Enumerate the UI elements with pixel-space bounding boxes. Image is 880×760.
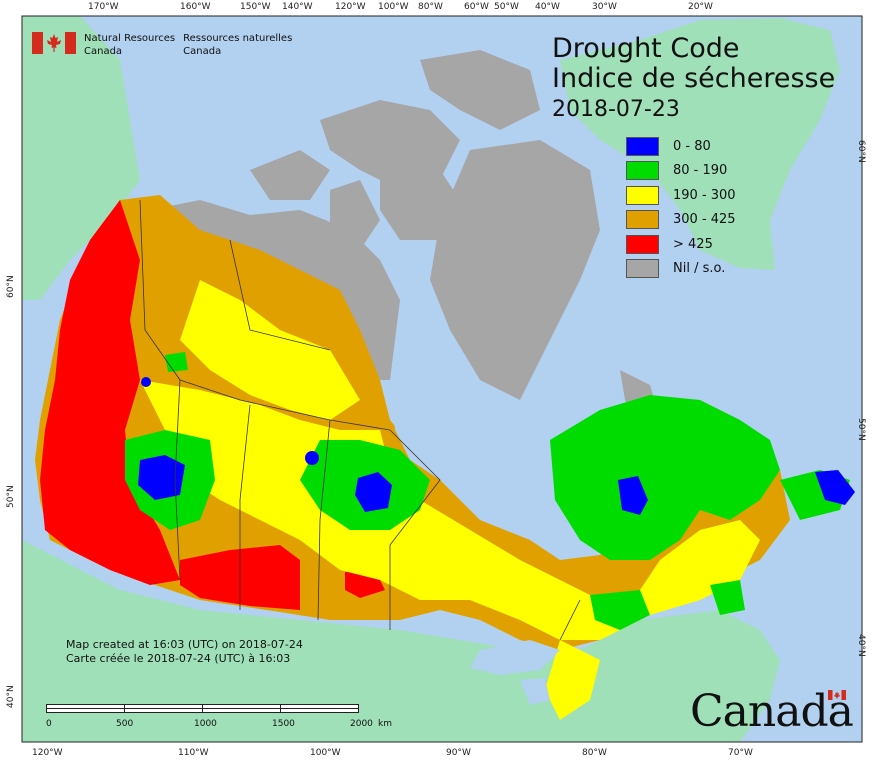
legend-item: 80 - 190 [626,159,736,184]
legend-item: 300 - 425 [626,208,736,233]
graticule-label: 50°W [494,2,519,12]
graticule-label: 40°N [856,634,866,657]
scale-unit: km [378,719,392,729]
graticule-label: 20°W [688,2,713,12]
legend-label: 80 - 190 [673,163,728,179]
legend-swatch [626,259,659,279]
title-en: Drought Code [552,33,740,64]
scale-label: 1000 [194,719,217,729]
graticule-label: 70°W [728,748,753,758]
legend-swatch [626,136,659,156]
legend: 0 - 80 80 - 190 190 - 300 300 - 425 > 425 Nil… [626,134,736,281]
credits: Map created at 16:03 (UTC) on 2018-07-24… [66,638,303,666]
legend-item: 190 - 300 [626,183,736,208]
scale-label: 1500 [272,719,295,729]
hudson-bay [390,380,545,500]
legend-swatch [626,161,659,181]
graticule-label: 50°N [856,418,866,441]
alaska-land [22,16,140,300]
legend-label: > 425 [673,236,713,252]
scale-label: 0 [46,719,52,729]
scale-segment [46,704,125,713]
graticule-label: 110°W [178,748,209,758]
graticule-label: 100°W [310,748,341,758]
graticule-label: 100°W [378,2,409,12]
scale-segment [124,704,203,713]
graticule-label: 60°W [464,2,489,12]
graticule-label: 40°W [535,2,560,12]
maple-leaf-icon [47,34,61,52]
graticule-label: 120°W [335,2,366,12]
drought-over-425-bc [40,200,180,585]
org-name-fr: Ressources naturelles Canada [183,33,293,57]
graticule-label: 170°W [88,2,119,12]
credit-fr: Carte créée le 2018-07-24 (UTC) à 16:03 [66,652,291,665]
scale-label: 2000 [350,719,373,729]
graticule-label: 90°W [446,748,471,758]
wordmark-flag-icon [828,690,846,700]
greenland-land [560,18,840,270]
legend-item: > 425 [626,232,736,257]
nrcan-logo: Natural Resources Canada Ressources natu… [32,32,292,58]
drought-80-190 [125,352,850,630]
scale-segment [280,704,359,713]
drought-0-80 [138,377,855,515]
scale-segment [202,704,281,713]
graticule-label: 50°N [6,485,16,508]
great-lakes [520,678,550,705]
org-name-en: Natural Resources Canada [84,33,176,57]
title-fr: Indice de sécheresse [552,63,836,94]
legend-label: 300 - 425 [673,212,736,228]
great-lakes [470,640,560,675]
graticule-label: 30°W [592,2,617,12]
legend-label: 0 - 80 [673,138,711,154]
graticule-label: 150°W [240,2,271,12]
graticule-label: 40°N [6,685,16,708]
legend-item: Nil / s.o. [626,257,736,282]
legend-item: 0 - 80 [626,134,736,159]
graticule-label: 120°W [32,748,63,758]
graticule-label: 60°N [856,140,866,163]
province-boundaries [139,199,581,641]
drought-190-300 [140,280,760,720]
legend-swatch [626,210,659,230]
legend-swatch [626,234,659,254]
legend-swatch [626,185,659,205]
map-frame [21,15,863,743]
graticule-label: 140°W [282,2,313,12]
map-title: Drought Code Indice de sécheresse 2018-0… [552,34,835,124]
canada-wordmark: Canada [690,686,854,737]
scale-label: 500 [116,719,134,729]
graticule-label: 80°W [582,748,607,758]
graticule-label: 60°N [6,275,16,298]
title-date: 2018-07-23 [552,97,680,122]
credit-en: Map created at 16:03 (UTC) on 2018-07-24 [66,638,303,651]
canada-flag-icon [32,32,76,54]
graticule-label: 80°W [418,2,443,12]
graticule-label: 160°W [180,2,211,12]
legend-label: Nil / s.o. [673,261,726,277]
legend-label: 190 - 300 [673,187,736,203]
